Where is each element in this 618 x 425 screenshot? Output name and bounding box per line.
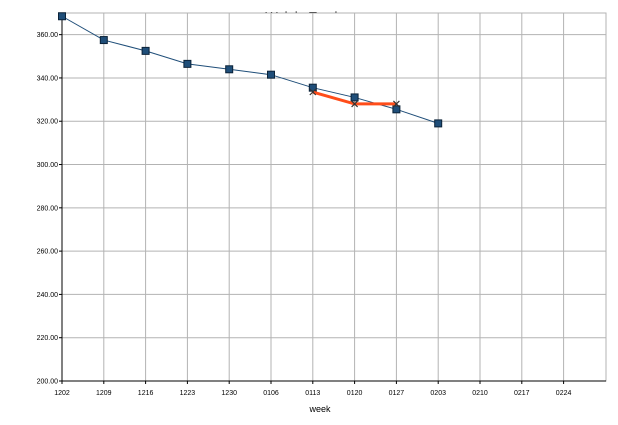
- x-tick-label: 0113: [305, 390, 320, 397]
- x-tick-label: 0224: [556, 390, 572, 397]
- data-point: [392, 100, 400, 108]
- x-tick-label: 1202: [54, 390, 70, 397]
- x-tick-label: 1216: [138, 390, 154, 397]
- y-tick-label: 260.00: [37, 249, 59, 256]
- data-point-x-stroke: [392, 100, 400, 108]
- data-point-x-stroke: [351, 100, 359, 108]
- data-point: [225, 65, 234, 74]
- data-point: [392, 105, 401, 114]
- y-tick-label: 300.00: [37, 162, 59, 169]
- x-tick-labels: 1202 1209 1216 1223 1230 0106 0113 0120 0127 0203…: [54, 390, 571, 397]
- x-tick-label: 0217: [514, 390, 530, 397]
- data-point: [141, 46, 150, 55]
- axes: [59, 13, 606, 384]
- data-point-x-stroke: [309, 88, 317, 96]
- x-tick-label: 0120: [347, 390, 363, 397]
- y-tick-label: 340.00: [37, 75, 59, 82]
- y-tick-label: 280.00: [37, 205, 59, 212]
- x-tick-label: 0106: [263, 390, 279, 397]
- data-point: [183, 59, 192, 68]
- x-tick-label: 0127: [389, 390, 405, 397]
- data-point: [58, 12, 66, 21]
- y-tick-label: 200.00: [37, 379, 59, 386]
- y-tick-label: 360.00: [37, 32, 59, 39]
- x-axis-label: week: [308, 404, 331, 414]
- y-tick-label: 220.00: [37, 335, 59, 342]
- data-point: [434, 119, 443, 128]
- y-tick-label: 320.00: [37, 119, 59, 126]
- series-group: [58, 12, 443, 128]
- y-tick-labels: 200.00 220.00 240.00 260.00 280.00 300.00 320.…: [37, 32, 59, 385]
- x-tick-label: 1223: [180, 390, 196, 397]
- x-tick-label: 0203: [430, 390, 446, 397]
- x-tick-label: 0210: [472, 390, 488, 397]
- data-point: [267, 70, 275, 79]
- data-point: [99, 36, 108, 45]
- y-tick-label: 240.00: [37, 292, 59, 299]
- x-tick-label: 1209: [96, 390, 112, 397]
- data-point: [309, 88, 317, 96]
- data-point: [350, 93, 359, 102]
- x-tick-label: 1230: [221, 390, 237, 397]
- data-point: [351, 100, 359, 108]
- plot-area: [61, 12, 607, 382]
